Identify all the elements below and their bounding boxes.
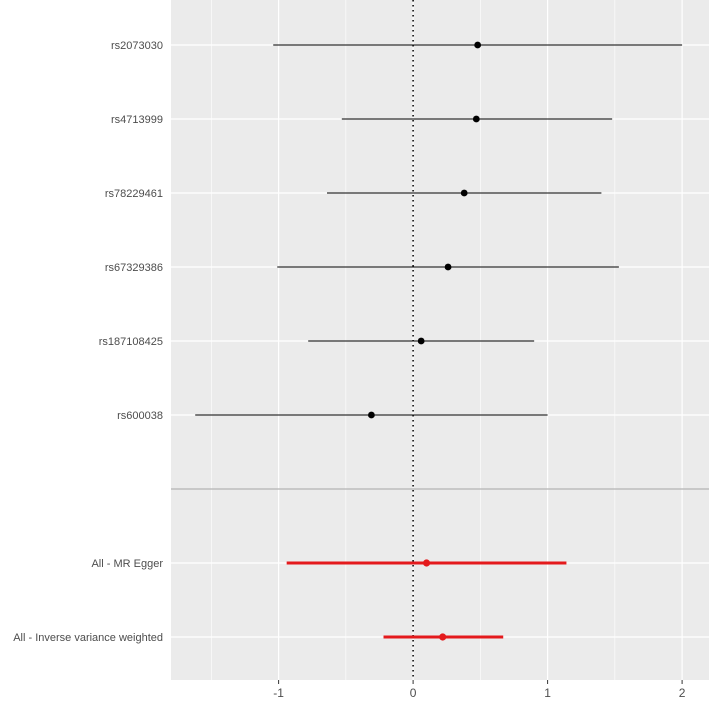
snp-label: rs187108425 [99,336,163,348]
plot-panel [171,0,709,680]
summary-label: All - MR Egger [91,558,163,570]
x-tick-label: 1 [544,686,551,700]
row-labels: rs2073030 rs4713999 rs78229461 rs67329386 rs… [13,40,163,644]
summary-label: All - Inverse variance weighted [13,632,163,644]
snp-point [368,411,375,419]
x-tick-label: 2 [679,686,686,700]
x-tick-label: 0 [410,686,417,700]
snp-label: rs600038 [117,410,163,422]
snp-point [472,115,480,123]
snp-label: rs4713999 [111,114,163,126]
snp-label: rs67329386 [105,262,163,274]
snp-point [474,41,482,49]
snp-point [417,337,425,345]
x-axis: -1 0 1 2 [273,680,686,700]
snp-label: rs78229461 [105,188,163,200]
snp-point [444,263,452,271]
x-tick-label: -1 [273,686,284,700]
marks-layer [195,41,683,641]
snp-label: rs2073030 [111,40,163,52]
summary-point [422,559,431,567]
snp-point [460,189,468,197]
summary-point [439,633,447,641]
